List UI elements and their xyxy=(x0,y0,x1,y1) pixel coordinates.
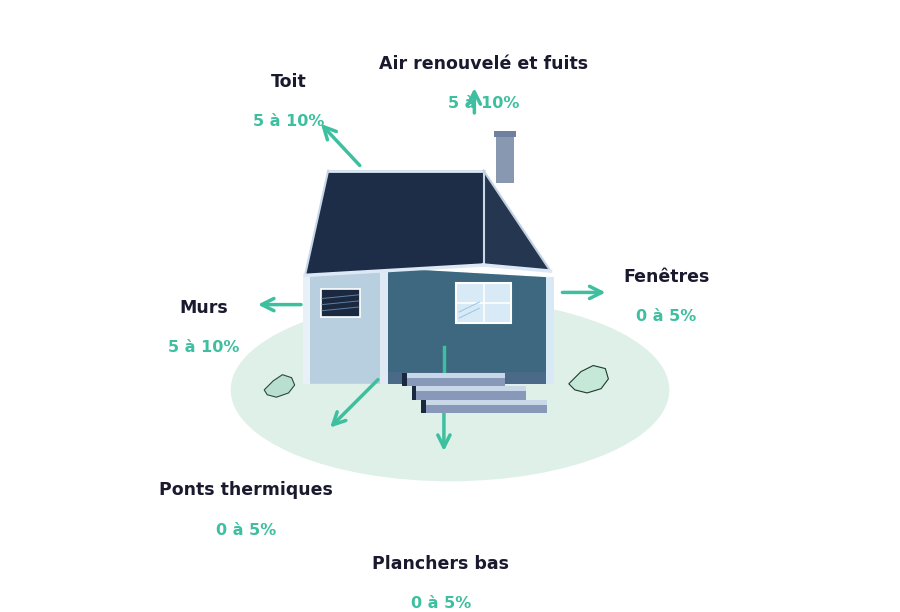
Text: Air renouvelé et fuits: Air renouvelé et fuits xyxy=(379,55,588,73)
Polygon shape xyxy=(456,283,511,323)
Text: Murs: Murs xyxy=(179,299,228,316)
Polygon shape xyxy=(380,268,388,384)
Text: Planchers bas: Planchers bas xyxy=(373,554,509,572)
Polygon shape xyxy=(388,268,546,384)
Polygon shape xyxy=(305,268,383,384)
Polygon shape xyxy=(411,386,417,400)
Polygon shape xyxy=(426,405,547,413)
Polygon shape xyxy=(408,373,505,378)
Polygon shape xyxy=(320,289,360,317)
Polygon shape xyxy=(388,371,546,384)
Polygon shape xyxy=(402,373,408,386)
Polygon shape xyxy=(546,277,554,384)
Polygon shape xyxy=(417,391,526,400)
Polygon shape xyxy=(569,365,608,393)
Polygon shape xyxy=(494,131,516,137)
Text: 0 à 5%: 0 à 5% xyxy=(636,309,697,324)
Text: 5 à 10%: 5 à 10% xyxy=(167,340,239,355)
Polygon shape xyxy=(483,171,551,271)
Polygon shape xyxy=(421,400,426,413)
Polygon shape xyxy=(417,386,526,391)
Polygon shape xyxy=(383,268,551,384)
Text: Toit: Toit xyxy=(271,73,306,91)
Text: Ponts thermiques: Ponts thermiques xyxy=(159,482,333,499)
Text: 5 à 10%: 5 à 10% xyxy=(253,114,324,129)
Polygon shape xyxy=(265,375,294,397)
Polygon shape xyxy=(496,137,514,183)
Polygon shape xyxy=(426,400,547,405)
Polygon shape xyxy=(302,277,310,384)
Text: 0 à 5%: 0 à 5% xyxy=(410,595,471,611)
Text: 0 à 5%: 0 à 5% xyxy=(216,523,276,537)
Polygon shape xyxy=(408,378,505,386)
Polygon shape xyxy=(305,171,483,275)
Text: 5 à 10%: 5 à 10% xyxy=(448,96,519,111)
Text: Fenêtres: Fenêtres xyxy=(623,268,709,286)
Ellipse shape xyxy=(230,299,670,481)
